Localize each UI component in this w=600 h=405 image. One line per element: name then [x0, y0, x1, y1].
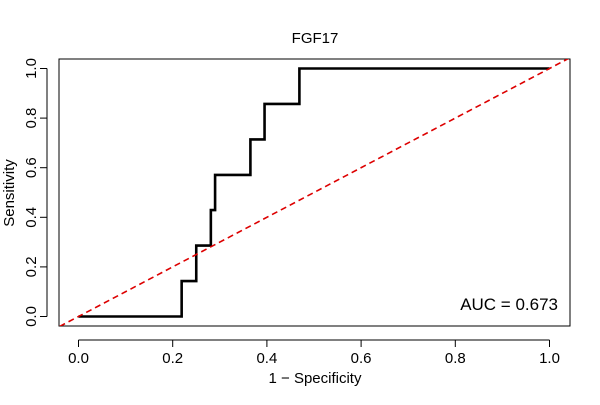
y-tick-label: 0.6	[23, 157, 40, 178]
y-tick-label: 0.0	[23, 306, 40, 327]
x-tick-label: 1.0	[539, 350, 560, 367]
roc-curve-line	[78, 67, 550, 318]
series-group	[59, 59, 569, 326]
x-tick-label: 0.8	[445, 350, 466, 367]
x-tick-label: 0.4	[256, 350, 277, 367]
y-axis-title: Sensitivity	[1, 159, 18, 227]
auc-annotation: AUC = 0.673	[460, 295, 558, 314]
y-tick-label: 0.4	[23, 207, 40, 228]
x-tick-label: 0.2	[162, 350, 183, 367]
x-axis-title: 1 − Specificity	[269, 370, 362, 387]
x-tick-label: 0.6	[351, 350, 372, 367]
plot-frame	[58, 58, 571, 327]
reference-diagonal-line	[59, 59, 569, 326]
y-tick-label: 1.0	[23, 58, 40, 79]
y-tick-label: 0.2	[23, 256, 40, 277]
plot-layer: 0.0 0.2 0.4 0.6 0.8 1.0 0.0 0.2 0.4 0.6 0.8 1.0	[23, 58, 571, 367]
y-tick-label: 0.8	[23, 108, 40, 129]
x-tick-label: 0.0	[68, 350, 89, 367]
chart-title: FGF17	[292, 30, 339, 47]
